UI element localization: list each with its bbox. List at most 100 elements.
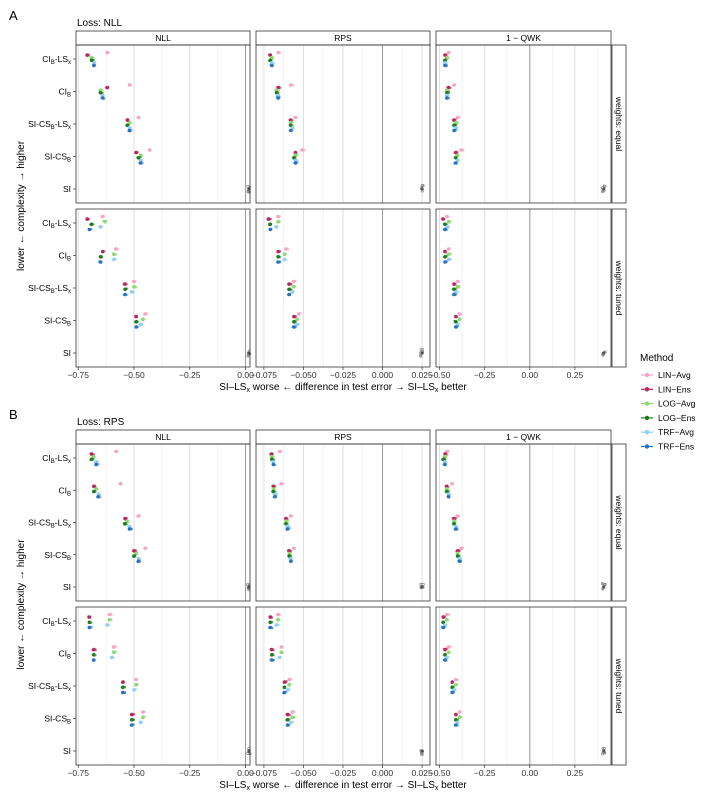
mean-point (282, 680, 287, 684)
mean-point (292, 546, 296, 551)
mean-point (457, 556, 462, 561)
mean-point (285, 527, 290, 531)
mean-point (96, 492, 101, 496)
mean-point (443, 53, 447, 57)
mean-point (276, 50, 280, 55)
mean-point (445, 489, 449, 494)
x-tick-label: −0.075 (251, 768, 278, 778)
mean-point (127, 83, 132, 87)
reference-mean-point (420, 749, 424, 753)
legend-key-point (644, 401, 650, 406)
mean-point (292, 279, 296, 284)
mean-point (268, 222, 273, 227)
mean-point (443, 58, 447, 63)
mean-point (270, 452, 274, 456)
mean-point (123, 292, 127, 297)
mean-point (446, 85, 451, 90)
mean-point (276, 249, 280, 254)
mean-point (114, 449, 118, 454)
mean-point (123, 516, 127, 521)
mean-point (289, 118, 293, 122)
section-label: B (9, 407, 18, 422)
mean-point (92, 647, 96, 652)
x-tick-label: −0.025 (330, 768, 357, 778)
mean-point (445, 225, 449, 229)
mean-point (132, 554, 136, 558)
mean-point (268, 58, 273, 63)
mean-point (276, 214, 280, 219)
y-tick-label: CIB-LSx (42, 616, 71, 628)
mean-point (285, 688, 290, 692)
x-tick-label: −0.50 (123, 370, 145, 380)
mean-point (141, 715, 145, 719)
mean-point (445, 93, 449, 98)
mean-point (138, 153, 143, 157)
mean-point (457, 715, 462, 719)
panel-border (75, 44, 251, 204)
mean-point (270, 61, 274, 65)
mean-point (457, 559, 462, 564)
mean-point (98, 91, 103, 95)
y-tick-label: CIB-LSx (42, 218, 71, 230)
x-tick-label: 0.025 (411, 370, 433, 380)
y-tick-label: SI-CSB (44, 152, 71, 164)
mean-point (446, 50, 451, 55)
x-tick-label: −0.050 (290, 768, 317, 778)
mean-point (450, 680, 455, 684)
mean-point (276, 93, 280, 98)
y-tick-label: SI (63, 184, 71, 194)
mean-point (125, 519, 130, 523)
mean-point (136, 559, 141, 564)
mean-point (270, 63, 274, 68)
mean-point (443, 454, 447, 459)
mean-point (134, 150, 139, 155)
mean-point (112, 257, 116, 262)
mean-point (454, 161, 458, 165)
mean-point (446, 650, 451, 654)
x-tick-label: −0.075 (251, 370, 278, 380)
mean-point (92, 658, 96, 662)
mean-point (454, 150, 458, 155)
mean-point (455, 551, 460, 556)
mean-point (268, 625, 273, 630)
mean-point (127, 527, 132, 531)
mean-point (441, 615, 446, 619)
mean-point (292, 284, 296, 289)
mean-point (454, 677, 458, 682)
mean-point (452, 128, 456, 133)
x-tick-label: 0.00 (237, 768, 254, 778)
row-strip (611, 208, 627, 368)
mean-point (282, 252, 287, 256)
mean-point (445, 96, 449, 100)
mean-point (271, 460, 276, 464)
y-tick-label: CIB-LSx (42, 54, 71, 66)
panel-border (75, 208, 251, 368)
mean-point (132, 279, 136, 284)
mean-point (121, 680, 125, 684)
panel-border (255, 443, 431, 602)
legend-entry-label: TRF−Avg (658, 427, 694, 437)
mean-point (271, 489, 276, 494)
mean-point (270, 653, 274, 657)
x-tick-label: 0.25 (567, 768, 584, 778)
mean-point (87, 227, 92, 232)
mean-point (274, 623, 279, 627)
mean-point (127, 128, 132, 133)
mean-point (92, 489, 96, 494)
mean-point (270, 647, 274, 652)
mean-point (114, 247, 118, 251)
mean-point (441, 217, 446, 221)
mean-point (443, 658, 447, 662)
reference-sample-point (601, 582, 605, 586)
mean-point (96, 494, 101, 499)
mean-point (455, 720, 460, 725)
y-tick-label: SI-CSB (44, 550, 71, 562)
mean-point (443, 61, 447, 65)
legend-entry-label: TRF−Ens (658, 442, 694, 452)
mean-point (279, 481, 284, 486)
x-axis-title: SI–LSx worse ← difference in test error … (219, 382, 467, 394)
mean-point (100, 96, 105, 100)
mean-point (293, 153, 298, 157)
mean-point (446, 219, 451, 224)
mean-point (98, 260, 103, 264)
